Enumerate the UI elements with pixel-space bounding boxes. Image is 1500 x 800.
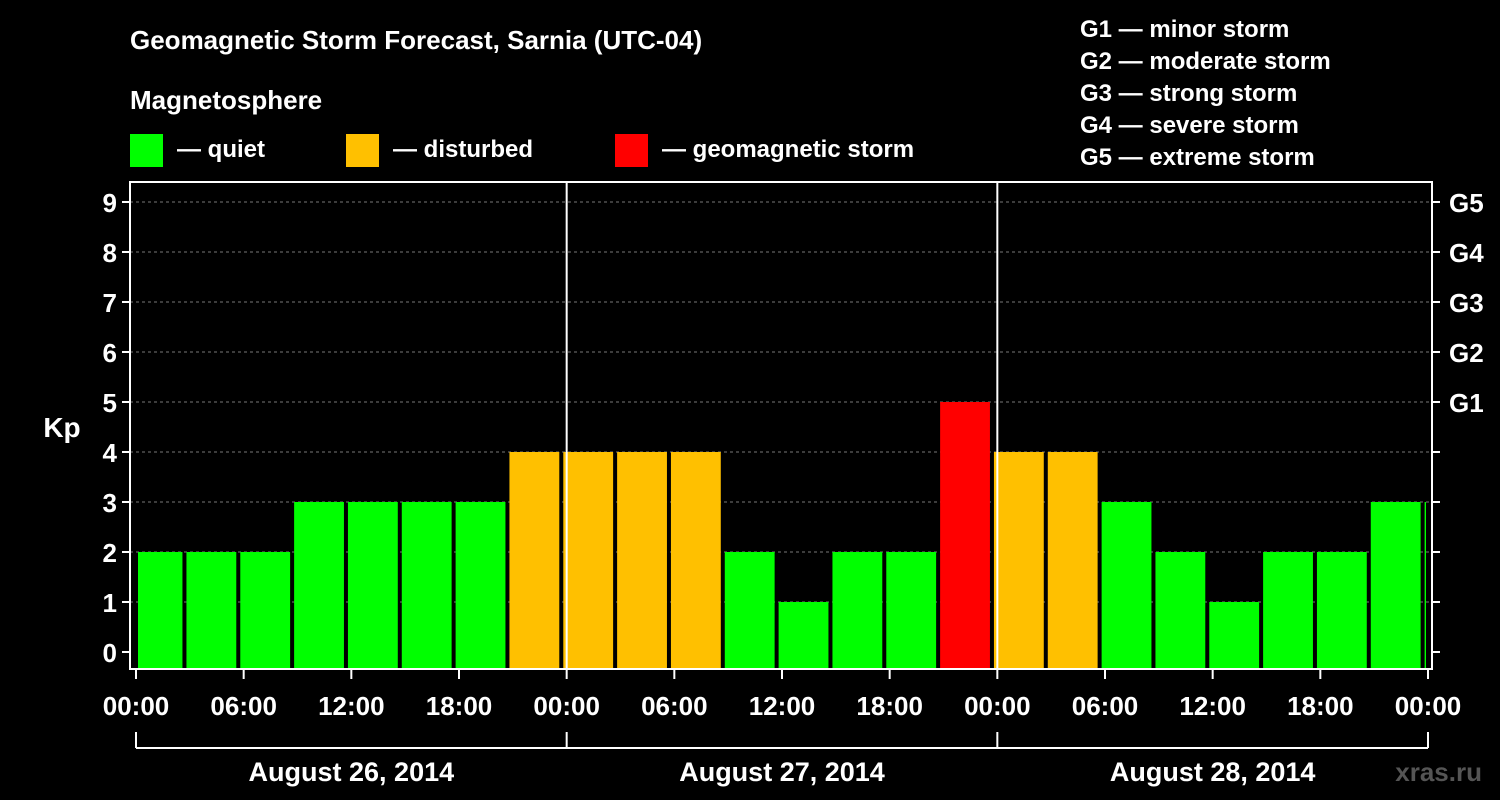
x-tick-label: 00:00: [533, 691, 600, 721]
day-label: August 26, 2014: [249, 757, 455, 787]
kp-bar: [509, 452, 560, 668]
y-tick-label: 8: [103, 238, 117, 268]
x-tick-label: 06:00: [210, 691, 277, 721]
day-labels: August 26, 2014 August 27, 2014 August 28,…: [135, 732, 1429, 787]
y-tick-label: 4: [103, 438, 118, 468]
kp-bar: [138, 552, 183, 668]
kp-bar: [1155, 552, 1206, 668]
legend-swatch-disturbed: [346, 134, 379, 167]
storm-scale-g2: G2 — moderate storm: [1080, 48, 1331, 75]
storm-scale-g3: G3 — strong storm: [1080, 80, 1297, 107]
y-tick-label: 9: [103, 188, 117, 218]
kp-bar: [886, 552, 937, 668]
storm-level-label: G5: [1449, 188, 1484, 218]
storm-scale-g1: G1 — minor storm: [1080, 16, 1289, 43]
kp-bar: [993, 452, 1044, 668]
x-tick-label: 06:00: [641, 691, 708, 721]
x-tick-label: 18:00: [426, 691, 493, 721]
kp-bar: [294, 502, 344, 668]
kp-bar: [1101, 502, 1152, 668]
storm-scale-g4: G4 — severe storm: [1080, 112, 1299, 139]
legend-label-quiet: — quiet: [177, 136, 265, 163]
kp-bar: [455, 502, 506, 668]
legend-title: Magnetosphere: [130, 85, 322, 115]
y-tick-label: 1: [103, 588, 117, 618]
x-tick-label: 12:00: [749, 691, 816, 721]
kp-bar: [617, 452, 667, 668]
x-tick-label: 06:00: [1072, 691, 1139, 721]
kp-bar: [1424, 502, 1426, 668]
y-tick-label: 2: [103, 538, 117, 568]
chart-title: Geomagnetic Storm Forecast, Sarnia (UTC-…: [130, 25, 702, 55]
x-tick-label: 00:00: [964, 691, 1031, 721]
legend-swatch-storm: [615, 134, 648, 167]
kp-bar: [724, 552, 775, 668]
bars: [138, 402, 1426, 668]
storm-level-label: G4: [1449, 238, 1484, 268]
storm-level-axis: G1 G2 G3 G4 G5: [1432, 188, 1484, 653]
y-tick-label: 6: [103, 338, 117, 368]
kp-bar: [240, 552, 291, 668]
kp-bar: [940, 402, 990, 668]
storm-level-label: G3: [1449, 288, 1484, 318]
day-label: August 27, 2014: [679, 757, 885, 787]
watermark: xras.ru: [1395, 757, 1482, 787]
legend-label-disturbed: — disturbed: [393, 136, 533, 163]
gridlines: [130, 201, 1432, 603]
legend: — quiet — disturbed — geomagnetic storm: [130, 134, 914, 167]
kp-bar: [1370, 502, 1421, 668]
kp-bar: [401, 502, 452, 668]
x-axis: 00:00 06:00 12:00 18:00 00:00 06:00 12:00 18:00…: [103, 669, 1462, 721]
kp-bar: [832, 552, 883, 668]
day-dividers: [565, 182, 999, 669]
kp-bar: [670, 452, 721, 668]
x-tick-label: 12:00: [1179, 691, 1246, 721]
y-tick-label: 3: [103, 488, 117, 518]
kp-bar: [778, 602, 829, 668]
y-axis-label: Kp: [43, 412, 80, 443]
storm-level-label: G2: [1449, 338, 1484, 368]
x-tick-label: 18:00: [856, 691, 923, 721]
kp-bar: [1316, 552, 1367, 668]
x-tick-label: 12:00: [318, 691, 385, 721]
storm-scale-g5: G5 — extreme storm: [1080, 144, 1315, 171]
y-tick-label: 5: [103, 388, 117, 418]
kp-bar: [563, 452, 614, 668]
storm-level-label: G1: [1449, 388, 1484, 418]
y-tick-label: 7: [103, 288, 117, 318]
kp-bar: [186, 552, 237, 668]
kp-bar: [1209, 602, 1260, 668]
legend-label-storm: — geomagnetic storm: [662, 136, 914, 163]
storm-scale-list: G1 — minor storm G2 — moderate storm G3 …: [1080, 16, 1331, 171]
x-tick-label: 00:00: [103, 691, 170, 721]
legend-swatch-quiet: [130, 134, 163, 167]
y-tick-label: 0: [103, 638, 117, 668]
kp-bar: [347, 502, 398, 668]
kp-bar: [1047, 452, 1098, 668]
kp-bar: [1263, 552, 1313, 668]
y-axis: 0 1 2 3 4 5 6 7 8 9: [103, 188, 130, 668]
x-tick-label: 18:00: [1287, 691, 1354, 721]
day-label: August 28, 2014: [1110, 757, 1316, 787]
x-tick-label: 00:00: [1395, 691, 1462, 721]
